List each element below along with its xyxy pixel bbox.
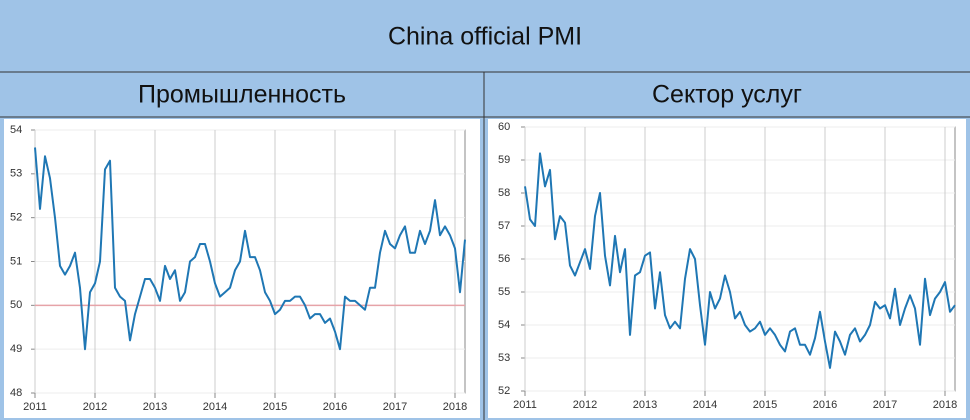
x-tick-label: 2013 <box>143 401 167 413</box>
y-tick-label: 52 <box>498 385 510 397</box>
y-tick-label: 55 <box>498 286 510 298</box>
panel-title: Промышленность <box>138 81 346 109</box>
y-tick-label: 60 <box>498 121 510 133</box>
line <box>34 147 466 351</box>
page-title: China official PMI <box>388 23 582 51</box>
x-tick-label: 2017 <box>383 401 407 413</box>
y-tick-label: 49 <box>10 343 22 355</box>
x-tick-label: 2012 <box>573 399 597 411</box>
x-tick-label: 2014 <box>693 399 717 411</box>
x-tick-label: 2018 <box>443 401 467 413</box>
y-tick-label: 51 <box>10 255 22 267</box>
x-tick-label: 2011 <box>513 399 537 411</box>
y-tick-label: 52 <box>10 212 22 224</box>
x-tick-label: 2017 <box>873 399 897 411</box>
y-tick-label: 59 <box>498 154 510 166</box>
x-tick-label: 2016 <box>323 401 347 413</box>
x-tick-label: 2012 <box>83 401 107 413</box>
x-tick-label: 2018 <box>933 399 957 411</box>
y-tick-label: 54 <box>10 124 22 136</box>
y-tick-label: 53 <box>10 168 22 180</box>
x-tick-label: 2015 <box>753 399 777 411</box>
y-tick-label: 53 <box>498 352 510 364</box>
panel <box>4 119 480 418</box>
line <box>524 152 956 369</box>
x-tick-label: 2016 <box>813 399 837 411</box>
y-tick-label: 57 <box>498 220 510 232</box>
x-tick-label: 2014 <box>203 401 227 413</box>
y-tick-label: 48 <box>10 387 22 399</box>
panel <box>488 119 966 418</box>
x-tick-label: 2013 <box>633 399 657 411</box>
y-tick-label: 58 <box>498 187 510 199</box>
y-tick-label: 54 <box>498 319 510 331</box>
x-tick-label: 2015 <box>263 401 287 413</box>
y-tick-label: 56 <box>498 253 510 265</box>
y-tick-label: 50 <box>10 299 22 311</box>
x-tick-label: 2011 <box>23 401 47 413</box>
panel-title: Сектор услуг <box>652 81 802 109</box>
